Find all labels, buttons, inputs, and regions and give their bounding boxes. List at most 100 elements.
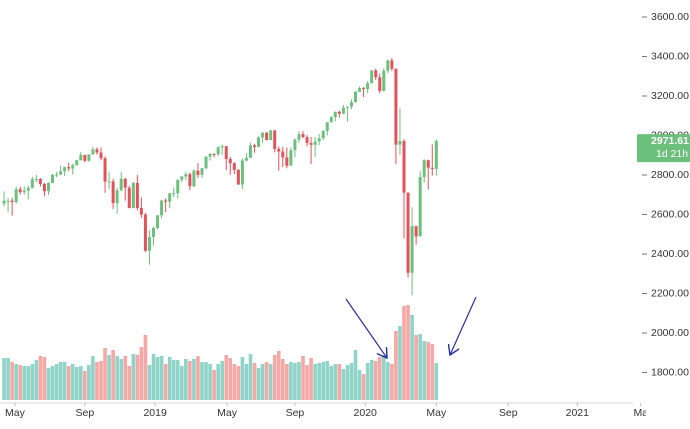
volume-bar [54, 364, 59, 400]
volume-bar [264, 362, 269, 400]
candle-body [119, 178, 123, 191]
volume-bar [200, 362, 204, 400]
volume-bar [398, 326, 402, 400]
volume-bar [66, 366, 71, 400]
x-tick-label: May [426, 407, 447, 419]
volume-bar [83, 371, 87, 400]
volume-bar [369, 360, 374, 400]
candle-body [244, 157, 248, 161]
volume-bar [87, 365, 91, 400]
candle-body [184, 174, 188, 177]
candle-body [63, 167, 67, 172]
volume-bar [345, 365, 350, 400]
volume-bar [272, 355, 277, 400]
volume-bar [42, 357, 47, 400]
candle-body [362, 88, 366, 90]
volume-bar [208, 364, 212, 400]
candle-body [59, 171, 63, 175]
volume-bar [418, 334, 422, 400]
volume-bar [167, 357, 172, 400]
x-tick-label: May [217, 407, 238, 419]
volume-bar [115, 356, 119, 400]
volume-bar [143, 335, 148, 400]
volume-bar [390, 364, 394, 400]
candle-body [317, 138, 321, 142]
volume-bar [184, 359, 188, 400]
volume-bar [175, 360, 180, 400]
candle-body [46, 182, 50, 192]
annotation-arrow [450, 296, 477, 355]
volume-bar [394, 331, 398, 400]
volume-bar [70, 364, 75, 400]
candle-body [208, 153, 212, 157]
volume-bar [6, 358, 10, 400]
volume-bar [180, 366, 184, 400]
volume-bar [309, 358, 313, 400]
candle-body [309, 143, 313, 145]
volume-bar [26, 366, 31, 400]
volume-bar [430, 344, 435, 400]
y-tick-label: 2200.00 [651, 287, 689, 299]
volume-bar [50, 366, 55, 400]
volume-bar [240, 357, 245, 400]
candle-body [95, 149, 99, 153]
candle-body [269, 130, 273, 141]
candle-body [236, 169, 240, 185]
volume-bar [325, 361, 330, 400]
volume-bar [406, 305, 410, 400]
candle-body [305, 137, 309, 144]
volume-bar [382, 355, 386, 400]
candle-body [366, 83, 370, 90]
candle-body [38, 178, 42, 184]
candle-body [14, 189, 18, 203]
volume-bar [192, 359, 196, 400]
candle-body [200, 168, 204, 175]
volume-bar [216, 364, 220, 400]
volume-bar [103, 348, 107, 400]
y-tick-label: 2800.00 [651, 169, 689, 181]
candle-body [277, 148, 281, 152]
volume-bar [313, 364, 317, 400]
volume-bar [289, 362, 293, 400]
volume-bar [244, 364, 249, 400]
volume-bar [297, 362, 301, 400]
candle-body [192, 170, 196, 187]
candle-body [2, 200, 6, 204]
volume-bar [276, 351, 281, 400]
candle-body [196, 170, 200, 175]
volume-bar [196, 356, 200, 400]
candle-body [297, 134, 301, 140]
candle-body [253, 145, 257, 147]
volume-bar [139, 347, 144, 400]
candle-body [22, 190, 26, 193]
candle-body [18, 189, 22, 193]
volume-bar [333, 364, 338, 400]
candle-body [87, 154, 91, 161]
candle-body [394, 68, 398, 145]
volume-bar [46, 368, 51, 400]
volume-bar [155, 357, 160, 400]
candle-body [382, 70, 386, 91]
y-axis: 1800.00 2000.00 2200.00 2400.00 2600.00 2800.… [642, 11, 689, 378]
candle-body [204, 156, 208, 169]
volume-bar [426, 342, 431, 400]
last-price-box [637, 134, 690, 163]
candle-body [160, 200, 164, 216]
volume-bar [10, 362, 14, 400]
candle-body [349, 102, 353, 107]
volume-bar [22, 366, 27, 400]
volume-bar [188, 361, 192, 400]
y-tick-label: 2000.00 [651, 327, 689, 339]
volume-bar [147, 365, 152, 400]
candle-body [55, 174, 59, 176]
candle-body [414, 226, 418, 237]
candle-body [248, 145, 252, 158]
candle-body [398, 141, 402, 145]
candle-body [115, 190, 119, 204]
candle-body [26, 187, 30, 191]
x-tick-label: 2019 [143, 407, 167, 419]
candle-body [123, 178, 127, 188]
candle-body [51, 174, 55, 183]
volume-bar [365, 363, 370, 400]
